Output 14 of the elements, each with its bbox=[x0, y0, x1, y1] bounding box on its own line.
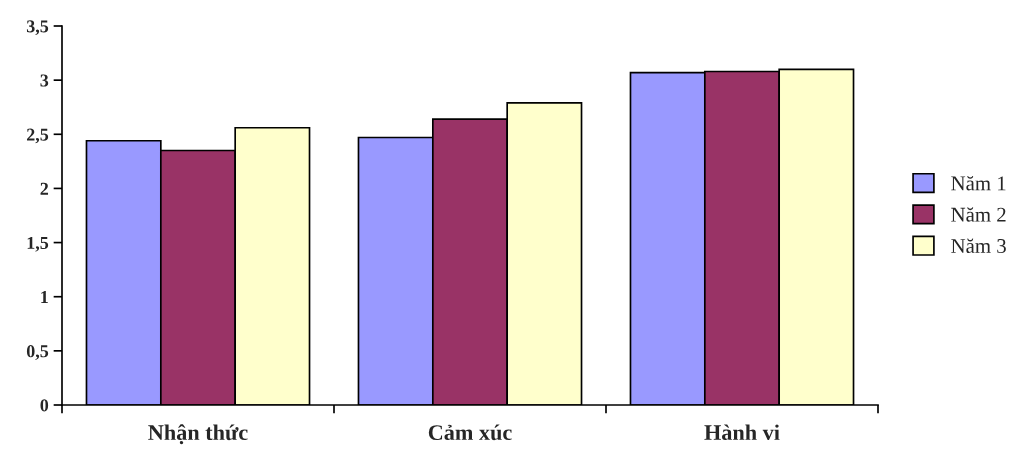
legend-label: Năm 3 bbox=[951, 238, 1006, 254]
y-tick-label: 1,5 bbox=[27, 236, 49, 252]
y-tick-label: 2,5 bbox=[27, 128, 49, 144]
x-tick-label: Nhận thức bbox=[148, 424, 248, 445]
y-tick-label: 0,5 bbox=[26, 345, 49, 360]
y-tick-label: 3,5 bbox=[26, 20, 49, 36]
legend-label: Năm 1 bbox=[951, 175, 1006, 191]
y-tick-label: 3 bbox=[40, 74, 49, 87]
y-tick-label: 0 bbox=[40, 399, 49, 412]
y-tick-label: 1 bbox=[41, 291, 48, 303]
y-tick-label: 2 bbox=[40, 182, 49, 195]
x-tick-label: Cảm xúc bbox=[428, 424, 512, 441]
legend-label: Năm 2 bbox=[951, 207, 1006, 222]
x-tick-label: Hành vi bbox=[704, 424, 780, 441]
